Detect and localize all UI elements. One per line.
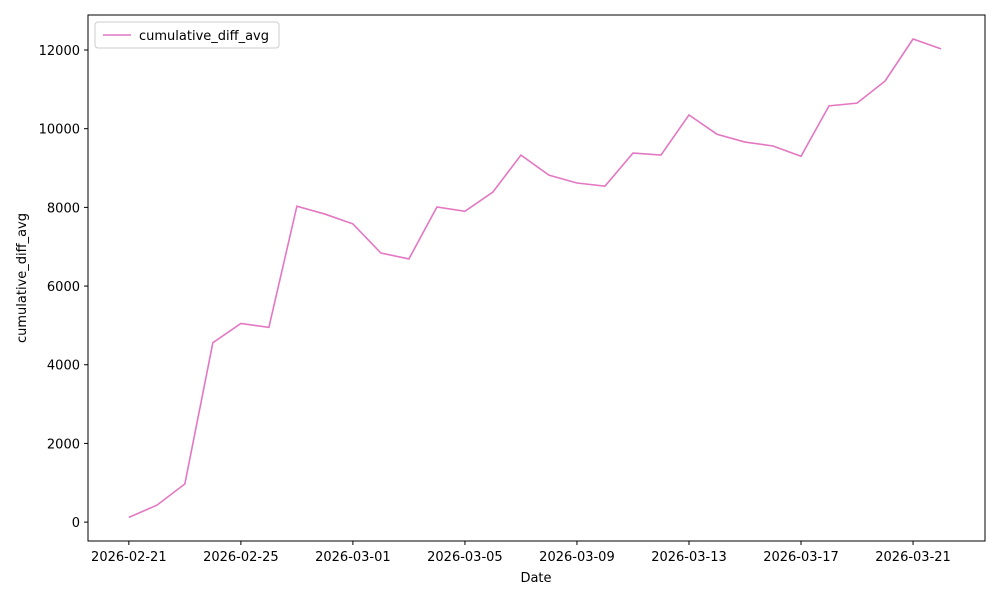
x-tick-label: 2026-03-21 — [875, 550, 951, 565]
x-tick-label: 2026-03-13 — [651, 550, 727, 565]
y-tick-label: 4000 — [47, 359, 80, 374]
y-tick-label: 10000 — [39, 123, 80, 138]
x-tick-label: 2026-03-05 — [427, 550, 503, 565]
legend-box — [94, 21, 280, 49]
x-tick-label: 2026-03-17 — [763, 550, 839, 565]
y-tick-label: 6000 — [47, 280, 80, 295]
x-axis-label: Date — [520, 571, 551, 586]
y-axis-label: cumulative_diff_avg — [15, 213, 30, 343]
y-tick-label: 12000 — [39, 44, 80, 59]
x-tick-label: 2026-03-01 — [315, 550, 391, 565]
y-tick-label: 0 — [72, 516, 80, 531]
x-tick-label: 2026-03-09 — [539, 550, 615, 565]
line — [128, 38, 942, 519]
y-tick-label: 2000 — [47, 437, 80, 452]
x-tick-label: 2026-02-25 — [203, 550, 279, 565]
y-tick-label: 8000 — [47, 201, 80, 216]
legend-label: cumulative_diff_avg — [139, 29, 269, 44]
plot-frame — [87, 14, 986, 542]
x-tick-label: 2026-02-21 — [91, 550, 167, 565]
